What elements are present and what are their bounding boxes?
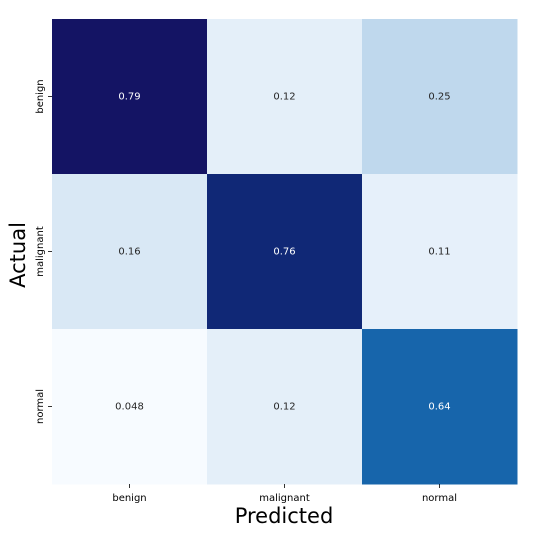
cell-value-label: 0.25 <box>428 92 450 103</box>
heatmap-cells: 0.79 0.12 0.25 0.16 0.76 0.11 0.048 0.12 0.64 <box>52 19 518 485</box>
x-axis-ticks: benign malignant normal <box>112 484 457 504</box>
cell-value-label: 0.79 <box>118 92 140 103</box>
x-tick-label-normal: normal <box>422 493 457 504</box>
heatmap-cell-malignant-malignant <box>207 174 363 330</box>
x-axis-title: Predicted <box>235 504 334 528</box>
heatmap-cell-malignant-normal <box>362 174 518 330</box>
heatmap-cell-benign-benign <box>52 19 208 175</box>
heatmap-cell-benign-normal <box>362 19 518 175</box>
cell-value-label: 0.16 <box>118 247 140 258</box>
cell-value-label: 0.64 <box>428 402 450 413</box>
cell-value-label: 0.11 <box>428 247 450 258</box>
x-tick-label-benign: benign <box>112 493 146 504</box>
x-tick-label-malignant: malignant <box>259 493 310 504</box>
cell-value-label: 0.12 <box>273 402 295 413</box>
heatmap-cell-normal-benign <box>52 329 208 485</box>
heatmap-cell-benign-malignant <box>207 19 363 175</box>
y-tick-label-malignant: malignant <box>35 226 46 277</box>
heatmap-cell-malignant-benign <box>52 174 208 330</box>
cell-value-label: 0.048 <box>115 402 144 413</box>
y-tick-label-benign: benign <box>35 79 46 113</box>
cell-value-label: 0.12 <box>273 92 295 103</box>
cell-value-label: 0.76 <box>273 247 295 258</box>
y-tick-label-normal: normal <box>35 389 46 424</box>
y-axis-ticks: benign malignant normal <box>35 79 52 424</box>
heatmap-cell-normal-malignant <box>207 329 363 485</box>
y-axis-title: Actual <box>6 222 30 288</box>
heatmap-cell-normal-normal <box>362 329 518 485</box>
